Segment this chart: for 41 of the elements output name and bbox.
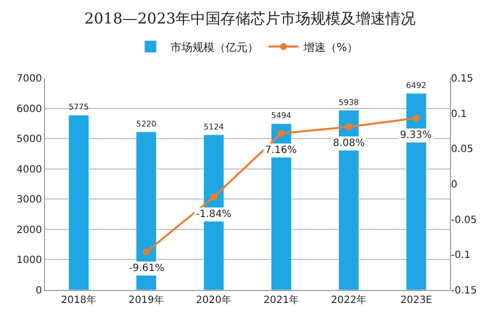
chart-title: 2018—2023年中国存储芯片市场规模及增速情况 xyxy=(84,10,416,28)
x-tick-label: 2019年 xyxy=(128,294,164,306)
data-label: -9.61% xyxy=(129,263,164,274)
point xyxy=(412,114,420,122)
legend-label: 市场规模（亿元） xyxy=(170,40,258,54)
y-tick-label: 2000 xyxy=(16,224,42,236)
data-label: 5938 xyxy=(338,98,359,107)
x-tick-label: 2023E xyxy=(400,295,432,306)
data-label: 5775 xyxy=(68,102,89,112)
data-label: 9.33% xyxy=(400,130,432,141)
y-tick-label: 4000 xyxy=(16,164,42,176)
bar xyxy=(68,114,90,290)
data-label: 5124 xyxy=(204,122,224,132)
point xyxy=(210,194,218,200)
y-tick-label: 1000 xyxy=(16,255,42,266)
y2-tick-label: 0 xyxy=(451,180,458,190)
x-tick-label: 2020年 xyxy=(196,294,232,306)
y2-tick-label: -0.15 xyxy=(451,286,477,296)
x-tick-label: 2021年 xyxy=(264,294,299,306)
point xyxy=(142,248,150,256)
data-label: -1.84% xyxy=(196,209,232,220)
y-tick-label: 6000 xyxy=(16,104,42,115)
y2-tick-label: 0.05 xyxy=(451,144,474,156)
x-tick-label: 2022年 xyxy=(331,294,366,306)
data-label: 7.16% xyxy=(265,145,297,156)
y-tick-label: 7000 xyxy=(16,74,42,84)
y2-tick-label: -0.05 xyxy=(451,214,477,226)
x-tick-label: 2018年 xyxy=(61,294,96,306)
data-label: 5220 xyxy=(136,120,156,129)
y2-tick-label: 0.15 xyxy=(451,74,474,84)
y-tick-label: 0 xyxy=(36,286,42,296)
data-label: 5494 xyxy=(271,111,292,120)
y2-tick-label: -0.1 xyxy=(451,250,471,262)
data-label: 8.08% xyxy=(333,138,365,149)
y2-tick-label: 0.1 xyxy=(451,108,467,120)
point xyxy=(345,123,352,130)
data-label: 6492 xyxy=(406,81,426,90)
legend-label: 增速（%） xyxy=(302,40,358,54)
y-tick-label: 5000 xyxy=(16,134,42,146)
point xyxy=(278,130,285,137)
y-tick-label: 3000 xyxy=(16,194,42,206)
